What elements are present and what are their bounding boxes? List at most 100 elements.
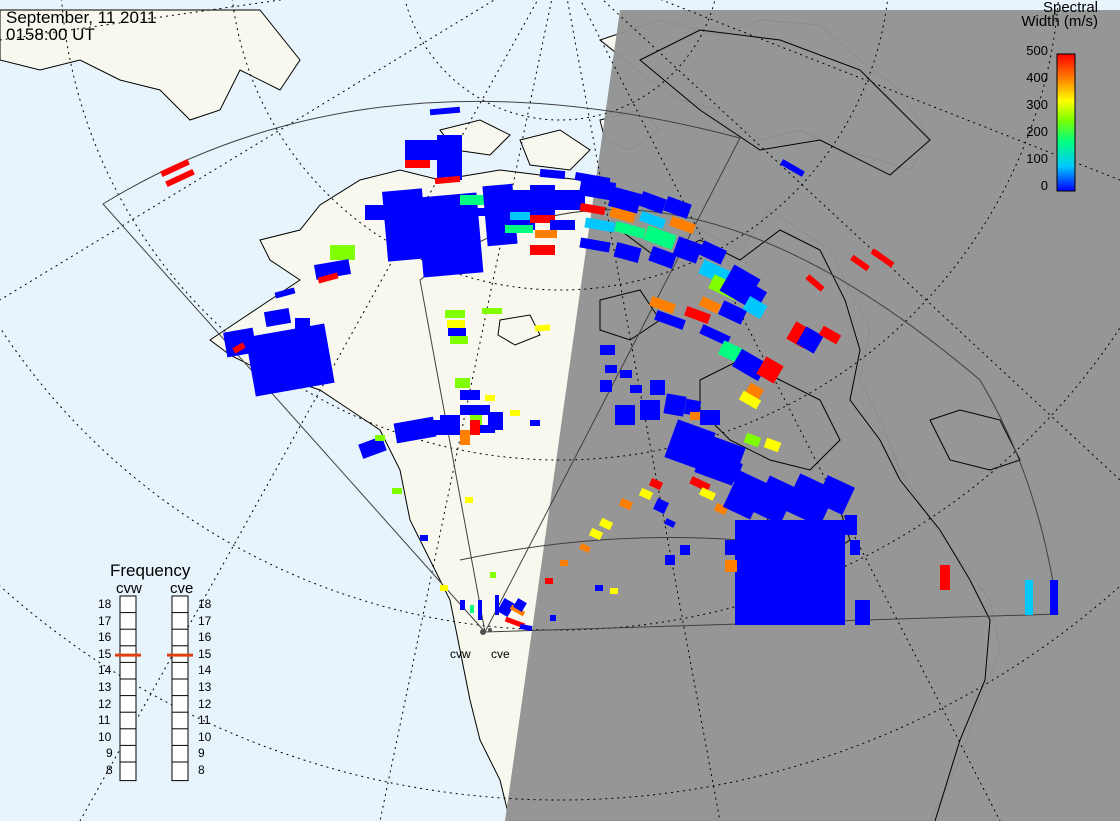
colorbar-tick: 300 (1026, 97, 1048, 112)
echo-cell (160, 158, 190, 178)
echo-cell (504, 616, 526, 629)
echo-cell (735, 520, 845, 625)
echo-cell (245, 323, 335, 397)
echo-cell (392, 488, 402, 494)
colorbar-title-line1: Spectral (1042, 0, 1098, 16)
echo-cell (497, 598, 515, 617)
frequency-label: 18 (198, 597, 212, 611)
frequency-label: 12 (98, 696, 112, 711)
echo-cell (470, 605, 474, 613)
echo-cell (615, 405, 635, 425)
frequency-label: 12 (198, 696, 212, 711)
echo-cell (513, 598, 527, 612)
echo-cell (630, 385, 642, 393)
echo-cell (713, 502, 729, 516)
echo-cell (669, 216, 696, 234)
echo-cell (425, 420, 440, 435)
echo-cell (600, 380, 612, 392)
echo-cell (684, 306, 711, 324)
colorbar-tick: 0 (1040, 178, 1048, 193)
echo-cell (460, 600, 465, 610)
echo-cell (448, 328, 466, 336)
plot-time: 0158:00 UT (6, 25, 95, 44)
frequency-label: 10 (98, 729, 112, 744)
frequency-label: 10 (198, 729, 212, 744)
echo-cell (1050, 580, 1058, 615)
colorbar-title-line2: Width (m/s) (1021, 13, 1098, 30)
frequency-label: 16 (198, 630, 212, 645)
echo-cell (742, 296, 768, 319)
echo-cell (460, 405, 490, 415)
frequency-title: Frequency (110, 561, 191, 580)
echo-cell (455, 378, 470, 388)
echo-cell (485, 395, 495, 401)
frequency-label: 8 (198, 763, 205, 777)
echo-cell (605, 365, 617, 373)
arctic-island (519, 129, 591, 171)
echo-cell (510, 212, 532, 220)
echo-cell (722, 470, 768, 520)
frequency-label: 14 (98, 663, 112, 678)
echo-cell (663, 393, 687, 417)
echo-cell (665, 555, 675, 565)
echo-cell (460, 390, 480, 400)
echo-cell (614, 221, 646, 239)
echo-cell (482, 308, 502, 314)
echo-cell (579, 237, 611, 253)
echo-cell (274, 287, 296, 299)
echo-cell (683, 398, 702, 417)
echo-cell (700, 410, 720, 425)
echo-cell (850, 254, 870, 272)
echo-cell (796, 326, 824, 354)
echo-cell (232, 342, 246, 354)
site-cve-marker (488, 628, 492, 632)
echo-cell (638, 487, 654, 501)
echo-cell (743, 432, 762, 448)
echo-cell (470, 420, 480, 435)
echo-cell (440, 585, 448, 591)
siberia-land (0, 9, 301, 121)
frequency-label: 9 (198, 746, 205, 761)
echo-cell (618, 497, 634, 511)
echo-cell (718, 300, 747, 325)
echo-cell (598, 517, 614, 531)
echo-cell (609, 206, 636, 224)
echo-cell (613, 242, 642, 263)
site-cvw-label: cvw (450, 647, 471, 661)
echo-cell (375, 435, 385, 441)
echo-cell (643, 225, 677, 250)
frequency-radar-cvw: cvw (116, 580, 142, 597)
echo-cell (654, 310, 686, 330)
echo-cell (505, 225, 533, 233)
echo-cell (382, 188, 428, 262)
echo-cell (530, 215, 555, 223)
echo-cell (550, 615, 556, 621)
echo-cell (717, 457, 743, 483)
echo-cell (725, 540, 740, 555)
echo-cell (698, 240, 727, 265)
echo-cell (560, 560, 568, 566)
echo-cell (648, 477, 664, 491)
echo-cell (699, 487, 716, 501)
echo-cell (447, 320, 465, 328)
echo-cell (870, 248, 895, 268)
frequency-label: 13 (98, 680, 112, 694)
frequency-label: 15 (98, 646, 112, 661)
echo-cell (317, 272, 339, 284)
echo-cell (638, 191, 667, 214)
echo-cell (680, 545, 690, 555)
echo-cell (737, 279, 768, 306)
echo-cell (405, 160, 430, 168)
fov-inner-arc (459, 537, 741, 561)
echo-cell (429, 106, 461, 116)
echo-cell (595, 585, 603, 591)
frequency-label: 16 (98, 630, 112, 645)
echo-cell (440, 415, 460, 435)
echo-cell (690, 412, 705, 420)
echo-cell (420, 535, 428, 541)
frequency-label: 8 (106, 763, 113, 777)
site-cve-label: cve (491, 647, 510, 661)
echo-cell (640, 400, 660, 420)
